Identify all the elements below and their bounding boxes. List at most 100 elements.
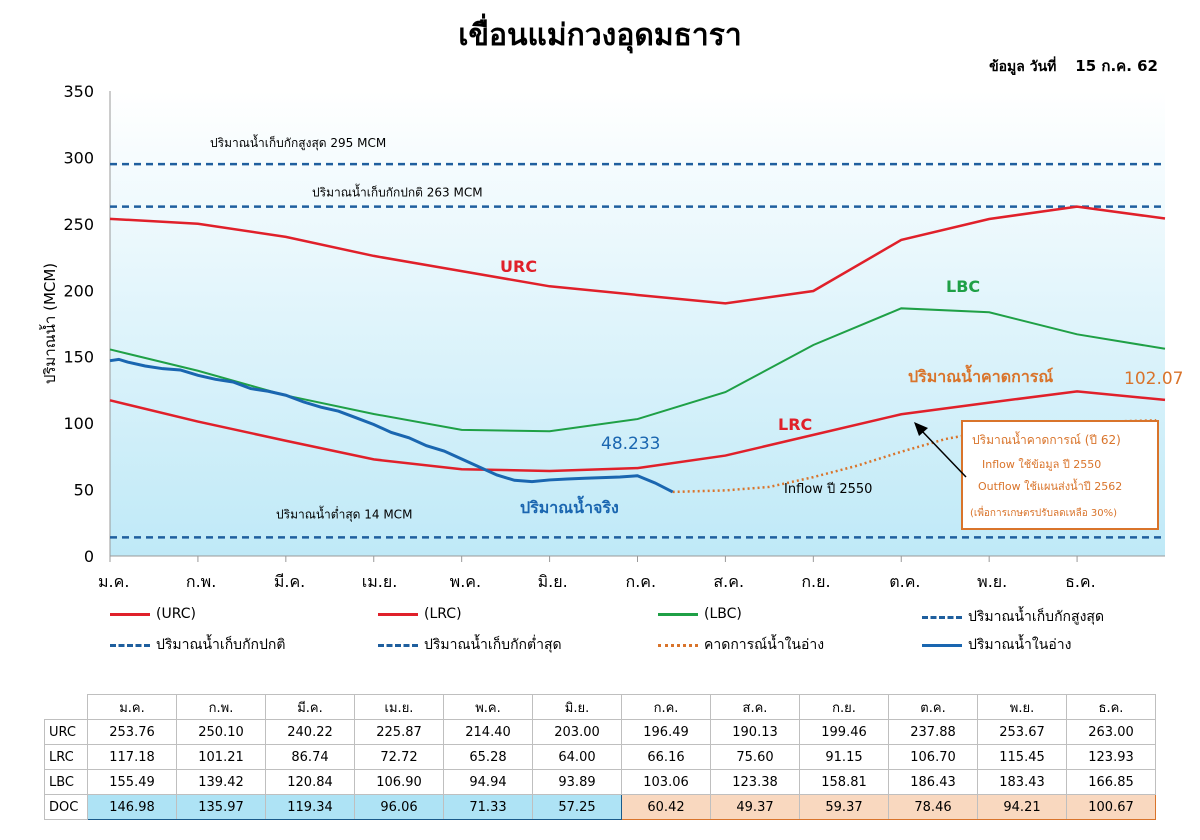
y-tick-label: 350 xyxy=(63,82,94,101)
legend-item: ปริมาณน้ำเก็บกักต่ำสุด xyxy=(378,634,562,656)
actual-line xyxy=(109,357,674,494)
y-axis-title: ปริมาณน้ำ (MCM) xyxy=(39,263,59,384)
table-cell: 196.49 xyxy=(621,719,711,745)
legend-label: ปริมาณน้ำเก็บกักต่ำสุด xyxy=(424,637,562,653)
table-cell: 146.98 xyxy=(87,794,177,820)
legend-swatch xyxy=(922,643,962,647)
table-month-header: ส.ค. xyxy=(710,694,800,720)
x-tick-label: มิ.ย. xyxy=(538,572,568,591)
legend-label: ปริมาณน้ำเก็บกักสูงสุด xyxy=(968,609,1105,625)
chart-legend: (URC) (LRC) (LBC) ปริมาณน้ำเก็บกักสูงสุด ปริ… xyxy=(110,606,1170,656)
legend-label: ปริมาณน้ำในอ่าง xyxy=(968,637,1072,653)
legend-swatch xyxy=(658,612,698,616)
table-cell: 86.74 xyxy=(265,744,355,770)
forecast-end-value: 102.07 xyxy=(1124,369,1183,389)
data-date-value: 15 ก.ค. 62 xyxy=(1075,57,1158,75)
x-tick-label: พ.ย. xyxy=(977,572,1007,591)
table-cell: 93.89 xyxy=(532,769,622,795)
page-title: เขื่อนแม่กวงอุดมธารา xyxy=(458,18,742,53)
legend-item: คาดการณ์น้ำในอ่าง xyxy=(658,634,824,656)
table-cell: 203.00 xyxy=(532,719,622,745)
table-cell: 94.94 xyxy=(443,769,533,795)
table-cell: 186.43 xyxy=(888,769,978,795)
legend-swatch xyxy=(922,615,962,619)
legend-label: (LRC) xyxy=(424,606,462,622)
table-cell: 225.87 xyxy=(354,719,444,745)
legend-item: ปริมาณน้ำในอ่าง xyxy=(922,634,1071,656)
table-cell: 64.00 xyxy=(532,744,622,770)
table-cell: 166.85 xyxy=(1066,769,1156,795)
table-row-label: URC xyxy=(44,719,88,745)
data-date: ข้อมูล วันที่ 15 ก.ค. 62 xyxy=(989,54,1158,78)
table-row: URC 253.76 250.10 240.22 225.87 214.40 203.00 1… xyxy=(44,719,1156,745)
table-month-header: ม.ค. xyxy=(87,694,177,720)
note-line: Inflow ใช้ข้อมูล ปี 2550 xyxy=(982,458,1101,471)
legend-swatch xyxy=(658,643,698,647)
table-cell: 253.76 xyxy=(87,719,177,745)
table-cell: 72.72 xyxy=(354,744,444,770)
x-tick-label: ก.ค. xyxy=(626,572,657,591)
table-cell: 240.22 xyxy=(265,719,355,745)
legend-item: ปริมาณน้ำเก็บกักปกติ xyxy=(110,634,285,656)
table-cell: 106.70 xyxy=(888,744,978,770)
forecast-label: ปริมาณน้ำคาดการณ์ xyxy=(908,364,1053,386)
table-cell: 75.60 xyxy=(710,744,800,770)
reference-line-label: ปริมาณน้ำเก็บกักสูงสุด 295 MCM xyxy=(210,134,386,151)
table-cell: 263.00 xyxy=(1066,719,1156,745)
table-cell: 103.06 xyxy=(621,769,711,795)
y-tick-label: 200 xyxy=(63,281,94,300)
y-tick-label: 50 xyxy=(74,481,94,500)
table-row-label: LRC xyxy=(44,744,88,770)
storage-chart: 0 50 100 150 200 250 300 350 ปริมาณน้ำ (MCM) ม.ค… xyxy=(39,82,1183,591)
urc-label: URC xyxy=(500,257,537,276)
table-cell: 123.93 xyxy=(1066,744,1156,770)
table-cell: 115.45 xyxy=(977,744,1067,770)
table-cell: 94.21 xyxy=(977,794,1067,820)
table-month-header: มี.ค. xyxy=(265,694,355,720)
note-line: ปริมาณน้ำคาดการณ์ (ปี 62) xyxy=(972,431,1121,447)
data-table: ม.ค. ก.พ. มี.ค. เม.ย. พ.ค. มิ.ย. ก.ค. ส.ค. ก.ย. ต… xyxy=(44,694,1156,820)
table-cell: 190.13 xyxy=(710,719,800,745)
table-month-header: ต.ค. xyxy=(888,694,978,720)
table-cell: 139.42 xyxy=(176,769,266,795)
table-cell: 65.28 xyxy=(443,744,533,770)
table-row: DOC 146.98 135.97 119.34 96.06 71.33 57.25 60.4… xyxy=(44,794,1156,820)
table-cell: 117.18 xyxy=(87,744,177,770)
table-cell: 71.33 xyxy=(443,794,533,820)
table-cell: 106.90 xyxy=(354,769,444,795)
table-cell: 199.46 xyxy=(799,719,889,745)
table-cell: 66.16 xyxy=(621,744,711,770)
table-month-header: มิ.ย. xyxy=(532,694,622,720)
note-line: (เพื่อการเกษตรปรับลดเหลือ 30%) xyxy=(970,505,1117,519)
table-row-label: DOC xyxy=(44,794,88,820)
table-cell: 183.43 xyxy=(977,769,1067,795)
x-tick-label: ก.พ. xyxy=(186,572,216,591)
table-cell: 250.10 xyxy=(176,719,266,745)
legend-swatch xyxy=(110,612,150,616)
y-tick-label: 150 xyxy=(63,348,94,367)
table-corner xyxy=(45,695,88,720)
table-cell: 158.81 xyxy=(799,769,889,795)
legend-swatch xyxy=(378,643,418,647)
legend-item: (LBC) xyxy=(658,606,742,622)
table-cell: 119.34 xyxy=(265,794,355,820)
y-tick-label: 0 xyxy=(84,547,94,566)
table-cell: 101.21 xyxy=(176,744,266,770)
table-cell: 96.06 xyxy=(354,794,444,820)
note-arrowhead xyxy=(914,422,928,436)
x-tick-label: ต.ค. xyxy=(889,572,920,591)
table-cell: 60.42 xyxy=(621,794,711,820)
table-cell: 253.67 xyxy=(977,719,1067,745)
legend-label: ปริมาณน้ำเก็บกักปกติ xyxy=(156,637,286,653)
x-tick-label: มี.ค. xyxy=(274,572,305,591)
y-tick-label: 250 xyxy=(63,215,94,234)
table-cell: 237.88 xyxy=(888,719,978,745)
table-cell: 123.38 xyxy=(710,769,800,795)
x-tick-label: พ.ค. xyxy=(450,572,481,591)
table-cell: 49.37 xyxy=(710,794,800,820)
y-tick-label: 300 xyxy=(63,148,94,167)
reference-line-label: ปริมาณน้ำต่ำสุด 14 MCM xyxy=(276,505,412,522)
legend-item: ปริมาณน้ำเก็บกักสูงสุด xyxy=(922,606,1104,628)
x-tick-label: ม.ค. xyxy=(98,572,129,591)
table-cell: 78.46 xyxy=(888,794,978,820)
